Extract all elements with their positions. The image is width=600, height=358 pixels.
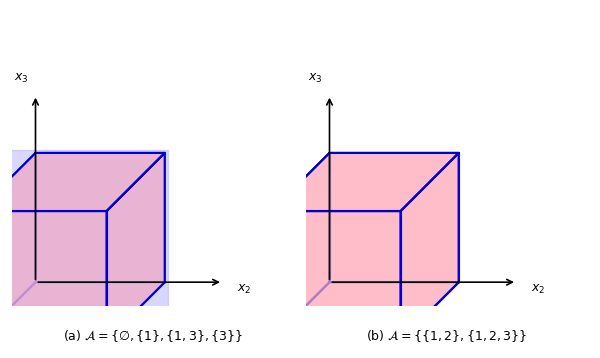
Text: (b) $\mathcal{A} = \{\{1,2\}, \{1,2,3\}\}$: (b) $\mathcal{A} = \{\{1,2\}, \{1,2,3\}\… bbox=[367, 328, 527, 344]
Text: $x_3$: $x_3$ bbox=[308, 72, 322, 85]
Polygon shape bbox=[107, 153, 165, 340]
Text: (a) $\mathcal{A} = \{\emptyset, \{1\}, \{1,3\}, \{3\}\}$: (a) $\mathcal{A} = \{\emptyset, \{1\}, \… bbox=[63, 328, 243, 344]
Polygon shape bbox=[0, 211, 107, 340]
Polygon shape bbox=[271, 153, 459, 211]
Polygon shape bbox=[0, 153, 165, 211]
Polygon shape bbox=[271, 211, 401, 340]
Text: $x_2$: $x_2$ bbox=[237, 283, 251, 296]
Polygon shape bbox=[0, 153, 165, 211]
Polygon shape bbox=[271, 153, 329, 340]
Polygon shape bbox=[271, 282, 459, 340]
Polygon shape bbox=[401, 153, 459, 340]
Text: $x_3$: $x_3$ bbox=[14, 72, 28, 85]
Polygon shape bbox=[107, 153, 165, 340]
Polygon shape bbox=[35, 153, 165, 282]
Polygon shape bbox=[0, 153, 35, 340]
Polygon shape bbox=[329, 153, 459, 282]
Polygon shape bbox=[271, 211, 401, 340]
Polygon shape bbox=[0, 211, 107, 340]
Polygon shape bbox=[0, 150, 168, 344]
Text: $x_2$: $x_2$ bbox=[531, 283, 545, 296]
Polygon shape bbox=[0, 282, 165, 340]
Polygon shape bbox=[271, 153, 459, 211]
Polygon shape bbox=[401, 153, 459, 340]
